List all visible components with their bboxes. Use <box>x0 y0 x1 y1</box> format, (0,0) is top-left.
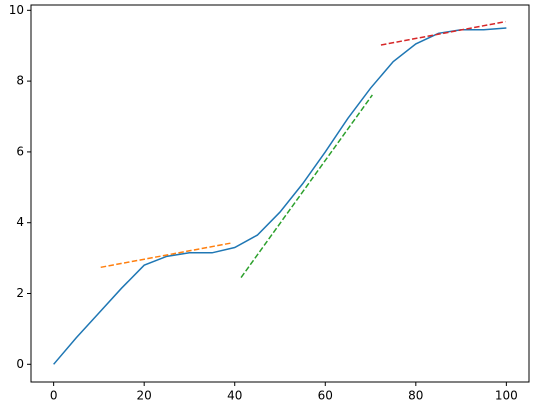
y-tick-label: 2 <box>16 286 24 300</box>
axes-frame <box>30 4 530 383</box>
tangent-line <box>100 242 233 269</box>
y-tick-label: 0 <box>16 357 24 371</box>
tangent-line <box>380 20 506 46</box>
x-tick-label: 60 <box>318 389 333 403</box>
y-tick-label: 6 <box>16 144 24 158</box>
curve <box>53 27 507 365</box>
x-tick-label: 80 <box>408 389 423 403</box>
x-tick-label: 20 <box>137 389 152 403</box>
x-tick-label: 100 <box>495 389 518 403</box>
y-tick-label: 8 <box>16 74 24 88</box>
tangent-line <box>240 94 373 279</box>
y-tick-label: 4 <box>16 215 24 229</box>
x-tick-label: 40 <box>227 389 242 403</box>
x-tick-label: 0 <box>50 389 58 403</box>
y-tick-label: 10 <box>9 3 24 17</box>
